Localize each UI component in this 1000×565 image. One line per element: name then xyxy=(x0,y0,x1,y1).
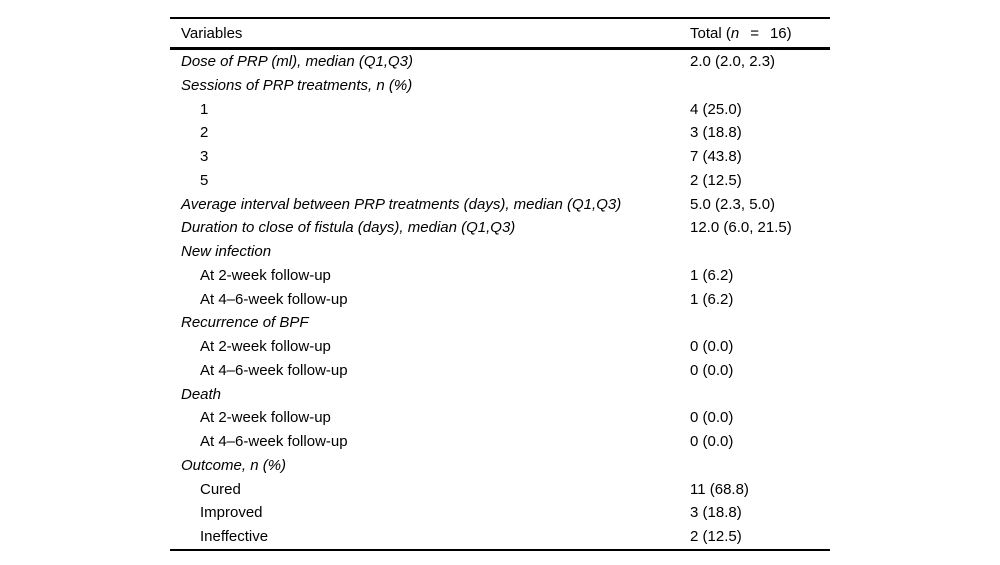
row-value: 0 (0.0) xyxy=(690,433,734,450)
table-row: Improved 3 (18.8) xyxy=(170,501,830,525)
row-label: Death xyxy=(181,385,222,403)
row-value: 2 (12.5) xyxy=(690,171,742,189)
row-value: 12.0 (6.0, 21.5) xyxy=(690,219,792,237)
table-row: Ineffective 2 (12.5) xyxy=(170,525,830,549)
row-label: 2 xyxy=(200,124,209,142)
row-value: 3 (18.8) xyxy=(690,124,742,142)
row-label: Improved xyxy=(200,504,263,522)
table-row: Average interval between PRP treatments … xyxy=(170,193,830,217)
row-value: 7 (43.8) xyxy=(690,148,742,165)
row-label: Duration to close of fistula (days), med… xyxy=(181,219,516,237)
row-value: 5.0 (2.3, 5.0) xyxy=(690,195,776,213)
row-label: At 4–6-week follow-up xyxy=(200,433,348,450)
row-label: 5 xyxy=(200,171,209,189)
table-row: At 4–6-week follow-up 0 (0.0) xyxy=(170,430,830,454)
row-label: Outcome, n (%) xyxy=(181,456,287,474)
row-label: Recurrence of BPF xyxy=(181,314,309,332)
row-label: 3 xyxy=(200,148,209,165)
table-row: Recurrence of BPF xyxy=(170,311,830,335)
total-value: 16) xyxy=(769,24,792,42)
table-header-row: Variables Total (n = 16) xyxy=(170,19,830,50)
table-row: 5 2 (12.5) xyxy=(170,169,830,193)
row-value: 1 (6.2) xyxy=(690,266,734,284)
row-label: At 2-week follow-up xyxy=(200,338,331,355)
row-label: At 4–6-week follow-up xyxy=(200,361,348,379)
table-row: 2 3 (18.8) xyxy=(170,121,830,145)
total-prefix: Total ( xyxy=(690,24,731,42)
table-row: At 4–6-week follow-up 1 (6.2) xyxy=(170,288,830,312)
row-label: 1 xyxy=(200,100,209,118)
table-row: At 2-week follow-up 1 (6.2) xyxy=(170,264,830,288)
row-label: At 2-week follow-up xyxy=(200,409,331,427)
row-label: Cured xyxy=(200,480,241,498)
row-label: Dose of PRP (ml), median (Q1,Q3) xyxy=(181,53,414,70)
row-value: 0 (0.0) xyxy=(690,409,734,427)
row-value: 0 (0.0) xyxy=(690,338,734,355)
row-label: At 2-week follow-up xyxy=(200,266,331,284)
total-equals-sign: = xyxy=(750,24,759,42)
table-row: Death xyxy=(170,383,830,407)
table-row: New infection xyxy=(170,240,830,264)
results-table: Variables Total (n = 16) Dose of PRP (ml),… xyxy=(170,17,830,551)
row-value: 2 (12.5) xyxy=(690,528,742,545)
table-row: At 2-week follow-up 0 (0.0) xyxy=(170,335,830,359)
total-n-symbol: n xyxy=(730,24,740,42)
table-row: Dose of PRP (ml), median (Q1,Q3) 2.0 (2.… xyxy=(170,50,830,74)
row-value: 11 (68.8) xyxy=(690,480,749,498)
row-label: Average interval between PRP treatments … xyxy=(181,195,622,213)
table-row: Outcome, n (%) xyxy=(170,454,830,478)
row-value: 0 (0.0) xyxy=(690,361,734,379)
table-row: At 2-week follow-up 0 (0.0) xyxy=(170,406,830,430)
row-label: Sessions of PRP treatments, n (%) xyxy=(181,76,413,94)
row-label: At 4–6-week follow-up xyxy=(200,290,348,308)
row-value: 2.0 (2.0, 2.3) xyxy=(690,53,776,70)
row-value: 1 (6.2) xyxy=(690,290,734,308)
row-label: New infection xyxy=(181,243,272,260)
table-row: Cured 11 (68.8) xyxy=(170,478,830,502)
table-body: Dose of PRP (ml), median (Q1,Q3) 2.0 (2.… xyxy=(170,50,830,551)
table-row: Duration to close of fistula (days), med… xyxy=(170,216,830,240)
table-row: Sessions of PRP treatments, n (%) xyxy=(170,74,830,98)
row-value: 3 (18.8) xyxy=(690,504,742,522)
table-row: 1 4 (25.0) xyxy=(170,98,830,122)
column-header-total: Total (n = 16) xyxy=(690,25,830,42)
row-value: 4 (25.0) xyxy=(690,100,742,118)
table-row: At 4–6-week follow-up 0 (0.0) xyxy=(170,359,830,383)
column-header-variables: Variables xyxy=(181,24,243,42)
table-row: 3 7 (43.8) xyxy=(170,145,830,169)
row-label: Ineffective xyxy=(200,528,269,545)
